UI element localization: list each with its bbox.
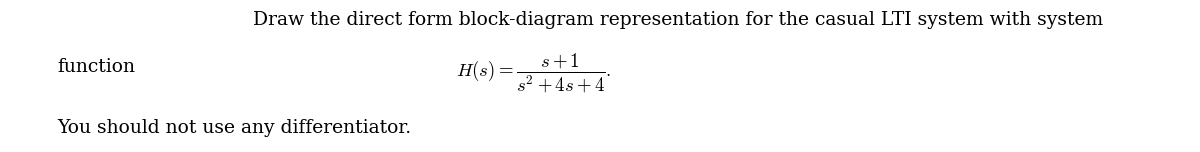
Text: Draw the direct form block-diagram representation for the casual LTI system with: Draw the direct form block-diagram repre… [253,11,1103,29]
Text: function: function [58,58,136,76]
Text: $H(s) = \dfrac{s+1}{s^2+4s+4}.$: $H(s) = \dfrac{s+1}{s^2+4s+4}.$ [456,51,612,95]
Text: You should not use any differentiator.: You should not use any differentiator. [58,119,412,137]
